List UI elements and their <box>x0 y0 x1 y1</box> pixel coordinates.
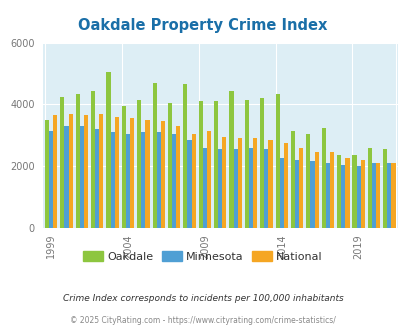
Bar <box>130 118 134 228</box>
Bar <box>382 149 386 228</box>
Bar <box>79 126 84 228</box>
Bar <box>84 115 88 228</box>
Bar <box>371 163 375 228</box>
Bar <box>45 120 49 228</box>
Bar <box>176 126 180 228</box>
Bar <box>160 121 164 228</box>
Bar <box>233 149 237 228</box>
Bar <box>275 94 279 228</box>
Bar <box>99 114 103 228</box>
Bar <box>314 152 318 228</box>
Bar <box>345 158 349 228</box>
Bar <box>294 160 298 228</box>
Bar <box>145 120 149 228</box>
Bar <box>268 140 272 228</box>
Bar <box>237 138 241 228</box>
Bar <box>340 165 345 228</box>
Bar <box>198 101 202 228</box>
Bar <box>183 84 187 228</box>
Bar <box>260 98 264 228</box>
Bar <box>53 115 57 228</box>
Bar <box>336 155 340 228</box>
Bar <box>222 137 226 228</box>
Bar <box>360 160 364 228</box>
Bar <box>75 94 79 228</box>
Bar <box>122 106 126 228</box>
Bar <box>329 152 333 228</box>
Bar <box>49 131 53 228</box>
Bar <box>283 143 287 228</box>
Bar <box>68 114 72 228</box>
Bar <box>244 100 248 228</box>
Bar <box>213 101 217 228</box>
Bar <box>207 131 211 228</box>
Text: © 2025 CityRating.com - https://www.cityrating.com/crime-statistics/: © 2025 CityRating.com - https://www.city… <box>70 316 335 325</box>
Legend: Oakdale, Minnesota, National: Oakdale, Minnesota, National <box>79 247 326 267</box>
Bar <box>264 149 268 228</box>
Text: Oakdale Property Crime Index: Oakdale Property Crime Index <box>78 18 327 33</box>
Bar <box>95 129 99 228</box>
Bar <box>110 132 114 228</box>
Bar <box>202 148 207 228</box>
Bar <box>91 91 95 228</box>
Bar <box>141 132 145 228</box>
Bar <box>217 149 222 228</box>
Bar <box>356 166 360 228</box>
Bar <box>187 140 191 228</box>
Bar <box>248 148 252 228</box>
Bar <box>60 97 64 228</box>
Bar <box>64 126 68 228</box>
Bar <box>156 132 160 228</box>
Bar <box>106 72 110 228</box>
Bar <box>352 155 356 228</box>
Bar <box>152 83 156 228</box>
Bar <box>229 91 233 228</box>
Bar <box>310 161 314 228</box>
Bar <box>279 158 283 228</box>
Bar <box>126 134 130 228</box>
Bar <box>172 134 176 228</box>
Bar <box>325 163 329 228</box>
Text: Crime Index corresponds to incidents per 100,000 inhabitants: Crime Index corresponds to incidents per… <box>62 294 343 303</box>
Bar <box>298 148 303 228</box>
Bar <box>386 163 390 228</box>
Bar <box>191 134 195 228</box>
Bar <box>168 103 172 228</box>
Bar <box>137 100 141 228</box>
Bar <box>305 134 310 228</box>
Bar <box>290 131 294 228</box>
Bar <box>114 117 119 228</box>
Bar <box>321 128 325 228</box>
Bar <box>390 163 395 228</box>
Bar <box>252 138 257 228</box>
Bar <box>375 163 379 228</box>
Bar <box>367 148 371 228</box>
